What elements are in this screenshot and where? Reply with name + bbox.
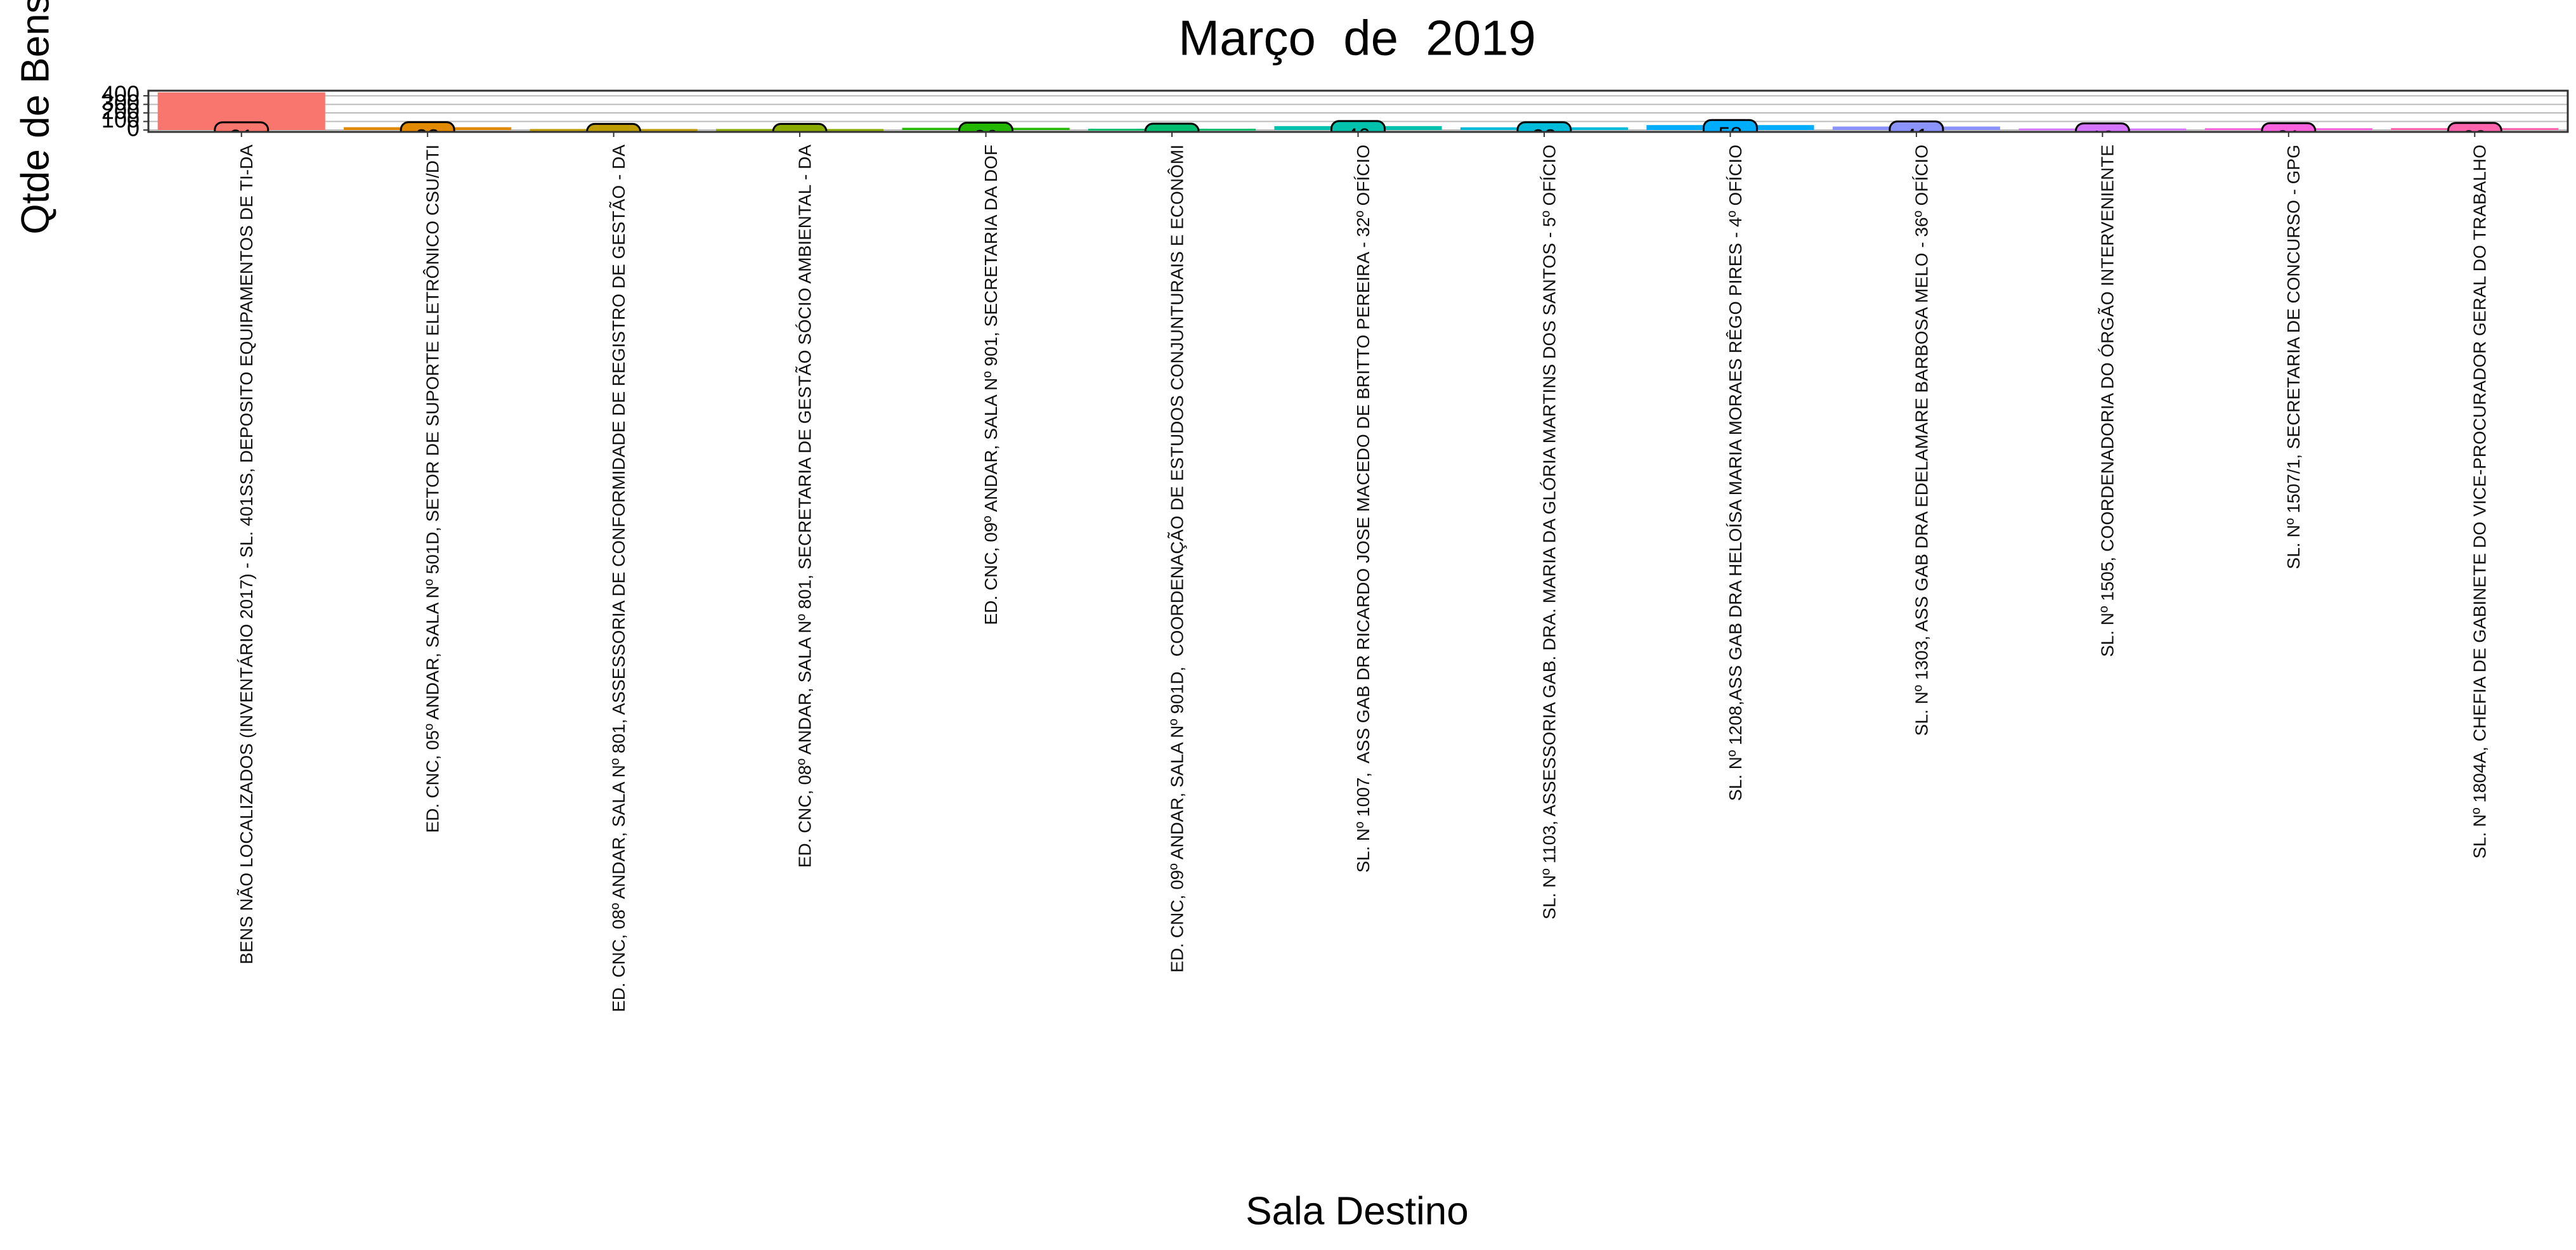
data-label-box: [1516, 121, 1572, 132]
data-label-box: [1144, 122, 1200, 132]
data-label-box: [1889, 120, 1944, 132]
x-tick-label: ED. CNC, 08º ANDAR, SALA Nº 801, ASSESSO…: [609, 145, 628, 1012]
x-tick-label: ED. CNC, 05º ANDAR, SALA Nº 501D, SETOR …: [423, 145, 443, 833]
data-label: 15: [1160, 127, 1184, 151]
x-tick-label: SL. Nº 1208,ASS GAB DRA HELOÍSA MARIA MO…: [1726, 145, 1745, 801]
data-label-box: [2074, 122, 2130, 132]
data-label: 18: [2090, 127, 2114, 151]
plot-panel: 31 33 12 12 26 15 46 32 58 41 18 21 23: [148, 92, 2568, 151]
data-label: 32: [1532, 126, 1556, 150]
data-label: 21: [2277, 126, 2301, 150]
data-label: 12: [602, 127, 626, 151]
data-label-box: [2261, 122, 2317, 132]
y-tick-label: 100: [101, 107, 140, 133]
data-label: 31: [230, 126, 254, 150]
x-axis-title: Sala Destino: [1246, 1189, 1469, 1233]
data-label-box: [772, 122, 828, 132]
x-tick-label: BENS NÃO LOCALIZADOS (INVENTÁRIO 2017) -…: [237, 145, 256, 965]
x-tick-label: SL. Nº 1505, COORDENADORIA DO ÓRGÃO INTE…: [2098, 145, 2117, 657]
x-tick-label: SL. Nº 1103, ASSESSORIA GAB. DRA. MARIA …: [1539, 145, 1559, 920]
chart-title: Março de 2019: [1178, 10, 1536, 66]
data-label: 41: [1904, 124, 1929, 148]
data-label-box: [1330, 120, 1386, 132]
data-label: 23: [2462, 126, 2487, 150]
data-label: 26: [974, 126, 998, 150]
data-label-box: [586, 122, 642, 132]
data-label-box: [400, 121, 455, 132]
data-label-box: [958, 122, 1014, 132]
data-label: 12: [788, 127, 812, 151]
x-tick-label: ED. CNC, 09º ANDAR, SALA Nº 901D, COORDE…: [1167, 145, 1187, 973]
data-label-box: [214, 121, 270, 132]
data-label: 46: [1346, 124, 1370, 148]
y-tick-label: 300: [101, 89, 140, 115]
x-tick-label: SL. Nº 1507/1, SECRETARIA DE CONCURSO - …: [2284, 145, 2303, 569]
x-tick-label: SL. Nº 1007, ASS GAB DR RICARDO JOSE MAC…: [1353, 145, 1373, 873]
y-tick-label: 0: [127, 115, 140, 141]
data-label: 33: [415, 126, 439, 150]
data-label-box: [1702, 119, 1758, 132]
x-tick-label: SL. Nº 1804A, CHEFIA DE GABINETE DO VICE…: [2470, 145, 2490, 859]
data-label: 58: [1719, 123, 1743, 147]
y-axis-title: Qtde de Bens: [13, 0, 57, 235]
x-tick-label: SL. Nº 1303, ASS GAB DRA EDELAMARE BARBO…: [1911, 145, 1931, 736]
x-tick-label: ED. CNC, 08º ANDAR, SALA Nº 801, SECRETA…: [795, 145, 815, 868]
y-tick-label: 400: [101, 81, 140, 107]
y-tick-label: 200: [101, 98, 140, 124]
x-tick-label: ED. CNC, 09º ANDAR, SALA Nº 901, SECRETA…: [981, 145, 1001, 625]
data-label-box: [2447, 122, 2502, 132]
